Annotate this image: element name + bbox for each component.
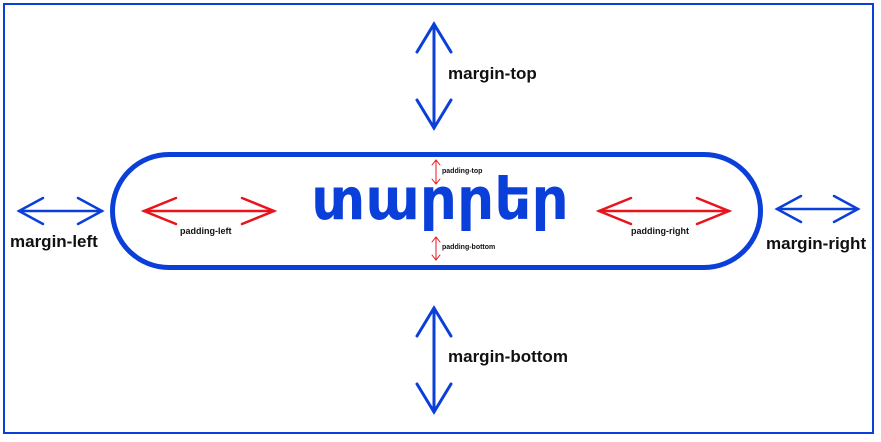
margin-bottom-arrow-icon: [415, 305, 453, 415]
margin-right-arrow-icon: [774, 194, 861, 224]
padding-top-label: padding-top: [442, 168, 483, 175]
margin-bottom-label: margin-bottom: [448, 347, 568, 366]
padding-right-label: padding-right: [631, 226, 689, 236]
padding-top-arrow-icon: [431, 159, 441, 185]
padding-left-label: padding-left: [180, 226, 232, 236]
margin-area-frame: [3, 3, 874, 434]
padding-left-arrow-icon: [140, 196, 278, 226]
margin-left-label: margin-left: [10, 232, 98, 251]
padding-right-arrow-icon: [595, 196, 733, 226]
margin-top-label: margin-top: [448, 64, 537, 83]
margin-right-label: margin-right: [766, 234, 867, 253]
padding-bottom-label: padding-bottom: [442, 244, 496, 251]
margin-left-arrow-icon: [16, 196, 105, 226]
padding-bottom-arrow-icon: [431, 236, 441, 261]
margin-top-arrow-icon: [415, 21, 453, 131]
